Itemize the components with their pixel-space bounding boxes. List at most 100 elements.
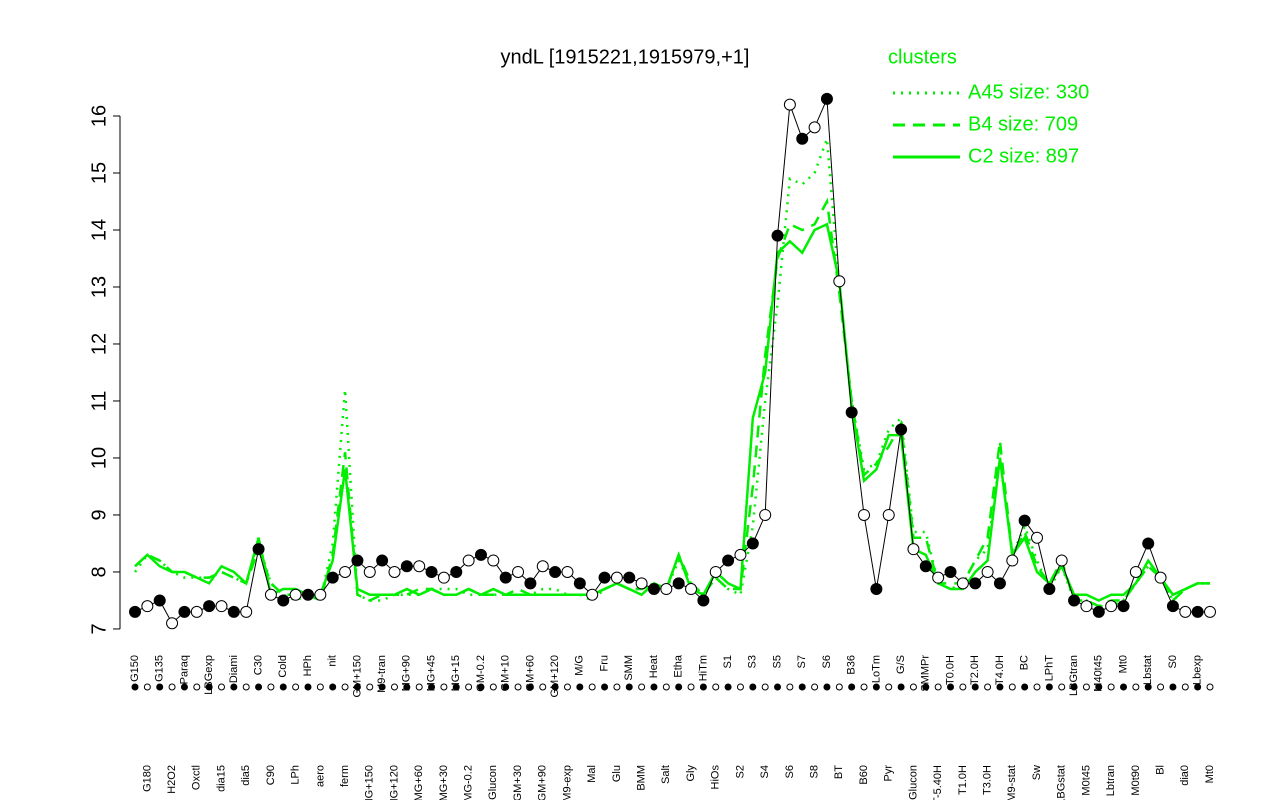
x-tick-dot xyxy=(823,683,831,691)
x-tick-dot xyxy=(526,683,534,691)
x-tick-label: Mt0 xyxy=(1117,655,1129,673)
x-tick-label: S4 xyxy=(759,765,771,778)
point xyxy=(944,565,957,578)
x-tick-label: BT xyxy=(833,765,845,779)
x-tick-label: M/G xyxy=(574,655,586,676)
x-tick-label: MG+120 xyxy=(388,765,400,800)
x-tick-label: LoTm xyxy=(870,655,882,683)
x-tick-dot xyxy=(872,683,880,691)
point xyxy=(1018,514,1031,527)
x-tick-dot xyxy=(390,683,398,691)
x-tick-label: C90 xyxy=(265,765,277,785)
x-tick-label: M40t45 xyxy=(1093,655,1105,692)
x-tick-dot xyxy=(415,683,423,691)
point xyxy=(314,588,327,601)
point xyxy=(474,548,487,561)
point xyxy=(623,571,636,584)
y-tick-label: 7 xyxy=(88,623,110,634)
x-tick-dot xyxy=(1194,683,1202,691)
point xyxy=(289,588,302,601)
x-tick-dot xyxy=(588,683,596,691)
x-tick-label: Mt0 xyxy=(1204,765,1216,783)
x-tick-label: Bl xyxy=(1154,765,1166,775)
x-tick-label: Glucon xyxy=(487,765,499,800)
x-tick-label: HPh xyxy=(302,655,314,676)
point xyxy=(709,565,722,578)
point xyxy=(141,600,154,613)
point xyxy=(870,583,883,596)
point xyxy=(635,577,648,590)
point xyxy=(660,583,673,596)
point xyxy=(586,588,599,601)
point xyxy=(722,554,735,567)
point xyxy=(796,132,809,145)
x-tick-label: T0.0H xyxy=(944,655,956,685)
x-tick-label: dia0 xyxy=(1179,765,1191,786)
x-tick-dot xyxy=(885,683,893,691)
x-tick-dot xyxy=(860,683,868,691)
x-tick-dot xyxy=(699,683,707,691)
x-tick-label: G135 xyxy=(154,655,166,682)
x-tick-dot xyxy=(947,683,955,691)
point xyxy=(462,554,475,567)
point xyxy=(450,565,463,578)
x-tick-dot xyxy=(996,683,1004,691)
x-tick-label: MG+30 xyxy=(438,765,450,800)
point xyxy=(956,577,969,590)
x-tick-dot xyxy=(304,683,312,691)
x-tick-label: Diami xyxy=(228,655,240,683)
x-tick-dot xyxy=(452,683,460,691)
point xyxy=(858,508,871,521)
point xyxy=(549,565,562,578)
x-tick-label: C30 xyxy=(252,655,264,675)
x-tick-label: Glu xyxy=(611,765,623,782)
x-tick-dot xyxy=(205,683,213,691)
x-tick-label: G150 xyxy=(129,655,141,682)
x-tick-dot xyxy=(576,683,584,691)
x-tick-dot xyxy=(601,683,609,691)
point xyxy=(895,423,908,436)
point xyxy=(166,617,179,630)
point xyxy=(351,554,364,567)
x-tick-label: B36 xyxy=(846,655,858,675)
x-tick-label: LPh xyxy=(290,765,302,785)
x-tick-dot xyxy=(1095,683,1103,691)
point xyxy=(203,600,216,613)
point xyxy=(882,508,895,521)
x-tick-dot xyxy=(798,683,806,691)
cluster-line xyxy=(134,197,1210,608)
x-tick-dot xyxy=(341,683,349,691)
x-tick-label: T3.0H xyxy=(981,765,993,795)
y-tick-label: 13 xyxy=(88,276,110,298)
x-tick-label: HiTm xyxy=(697,655,709,681)
x-tick-label: MG+15 xyxy=(450,655,462,691)
x-tick-dot xyxy=(922,683,930,691)
point xyxy=(697,594,710,607)
y-tick-label: 8 xyxy=(88,566,110,577)
x-tick-label: GM+30 xyxy=(512,765,524,800)
x-tick-label: S3 xyxy=(747,655,759,668)
x-tick-dot xyxy=(811,683,819,691)
x-tick-label: HiOs xyxy=(710,765,722,790)
x-tick-dot xyxy=(193,683,201,691)
x-tick-label: GM+10 xyxy=(500,655,512,691)
x-tick-dot xyxy=(650,683,658,691)
x-tick-label: Etha xyxy=(673,654,685,678)
x-tick-dot xyxy=(1181,683,1189,691)
x-tick-label: Cold xyxy=(277,655,289,678)
x-tick-dot xyxy=(378,683,386,691)
x-tick-dot xyxy=(502,683,510,691)
point xyxy=(1129,565,1142,578)
x-tick-dot xyxy=(835,683,843,691)
chart-title: yndL [1915221,1915979,+1] xyxy=(501,46,750,68)
x-tick-label: LBGexp xyxy=(203,655,215,695)
x-tick-dot xyxy=(687,683,695,691)
point xyxy=(610,571,623,584)
x-tick-dot xyxy=(934,683,942,691)
x-tick-label: Pyr xyxy=(883,765,895,782)
x-tick-dot xyxy=(156,683,164,691)
x-tick-dot xyxy=(242,683,250,691)
point xyxy=(561,565,574,578)
x-tick-dot xyxy=(230,683,238,691)
x-tick-dot xyxy=(724,683,732,691)
